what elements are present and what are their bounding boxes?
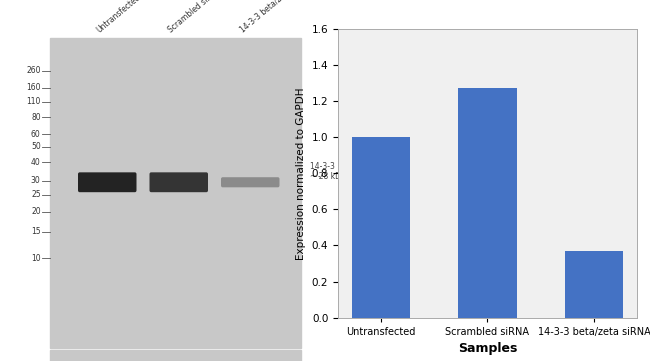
Text: Untransfected: Untransfected — [95, 0, 142, 34]
Bar — [51, 350, 300, 361]
Text: 40: 40 — [31, 158, 40, 166]
Text: Scrambled siRNA: Scrambled siRNA — [166, 0, 223, 34]
Y-axis label: Expression normalized to GAPDH: Expression normalized to GAPDH — [296, 87, 306, 260]
Text: 110: 110 — [26, 97, 40, 106]
Text: 30: 30 — [31, 176, 40, 185]
Text: 14-3-3 beta/zeta siRNA
~ 28 kDa: 14-3-3 beta/zeta siRNA ~ 28 kDa — [311, 162, 399, 181]
FancyBboxPatch shape — [150, 172, 208, 192]
Text: 60: 60 — [31, 130, 40, 139]
Bar — [352, 137, 410, 318]
Text: 20: 20 — [31, 207, 40, 216]
X-axis label: Samples: Samples — [458, 342, 517, 355]
Text: 80: 80 — [31, 113, 40, 122]
Bar — [51, 38, 300, 348]
Bar — [458, 88, 517, 318]
Text: 25: 25 — [31, 190, 40, 199]
Bar — [565, 251, 623, 318]
FancyBboxPatch shape — [78, 172, 136, 192]
Text: 15: 15 — [31, 227, 40, 236]
Text: 260: 260 — [26, 66, 40, 75]
FancyBboxPatch shape — [221, 177, 280, 187]
Text: 10: 10 — [31, 254, 40, 263]
Text: 14-3-3 beta/zeta siRNA: 14-3-3 beta/zeta siRNA — [238, 0, 312, 34]
Text: 50: 50 — [31, 142, 40, 151]
Text: 160: 160 — [26, 83, 40, 92]
